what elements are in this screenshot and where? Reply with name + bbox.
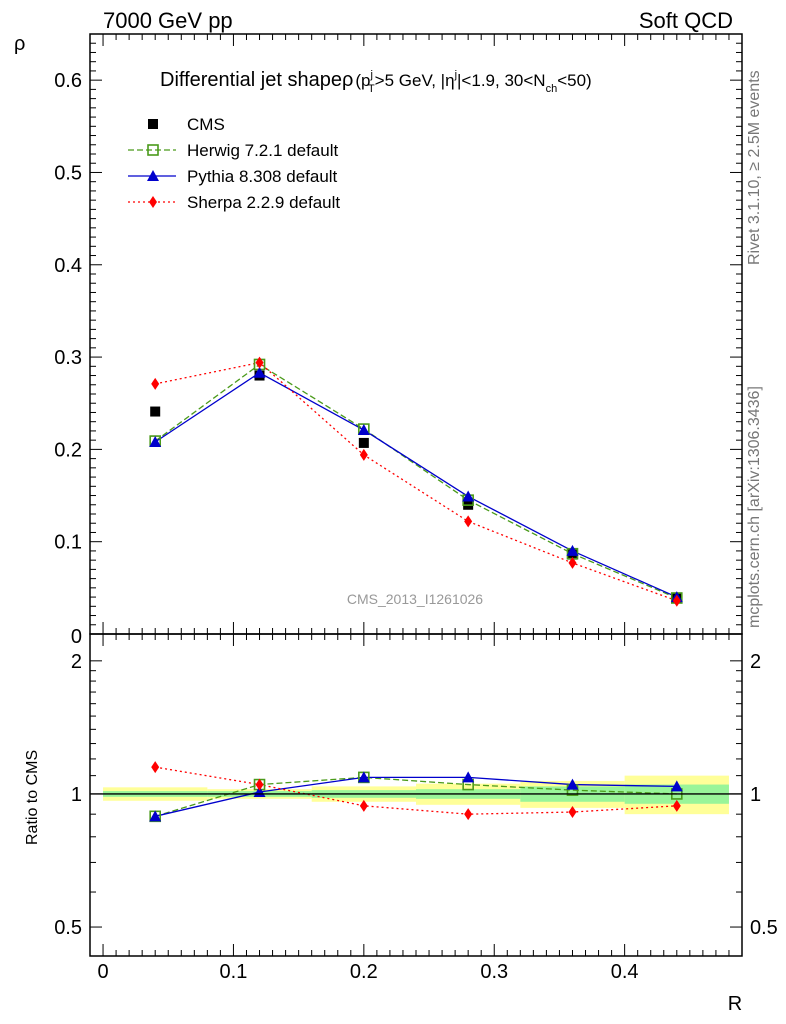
ratio-tick-label: 1	[71, 784, 82, 806]
y-tick-label: 0.1	[54, 532, 82, 554]
sherpa-point	[255, 356, 264, 369]
ratio-plot-frame	[89, 633, 743, 957]
sherpa-line	[155, 361, 678, 602]
rivet-version-label: Rivet 3.1.10, ≥ 2.5M events	[746, 70, 763, 265]
legend-marker-pythia	[147, 170, 159, 181]
x-axis-label: R	[728, 993, 742, 1015]
mcplots-label: mcplots.cern.ch [arXiv:1306.3436]	[746, 386, 763, 628]
cms-point	[358, 437, 369, 448]
pythia-ratio-point	[462, 771, 475, 783]
sherpa-point	[464, 515, 473, 528]
pythia-ratio-point	[149, 810, 162, 822]
ratio-tick-label: 2	[71, 651, 82, 673]
ratio-tick-label-right: 2	[750, 651, 761, 673]
sherpa-ratio-point	[464, 808, 473, 821]
cms-point	[150, 406, 161, 417]
legend-marker-cms	[148, 119, 158, 129]
pythia-ratio-point	[670, 780, 683, 792]
herwig-line	[154, 363, 678, 599]
pythia-ratio-point	[357, 771, 370, 783]
x-tick-label: 0.2	[350, 961, 378, 983]
sherpa-ratio-point	[359, 799, 368, 812]
y-tick-label: 0	[71, 626, 82, 648]
sherpa-ratio-point	[255, 778, 264, 791]
ratio-tick-label-right: 1	[750, 784, 761, 806]
legend-marker-sherpa	[149, 196, 157, 208]
pythia-point	[253, 366, 266, 378]
x-tick-label: 0.1	[220, 961, 248, 983]
legend-marker-herwig	[147, 144, 159, 156]
ratio-tick-label-right: 0.5	[750, 917, 778, 939]
sherpa-point	[568, 556, 577, 569]
pythia-point	[566, 544, 579, 556]
pythia-ratio-point	[566, 778, 579, 790]
legend-label-cms: CMS	[187, 115, 225, 134]
sherpa-point	[672, 594, 681, 607]
series-markers	[149, 356, 683, 823]
y-tick-label: 0.3	[54, 347, 82, 369]
ratio-y-axis-label: Ratio to CMS	[24, 750, 41, 845]
series-lines	[154, 361, 678, 817]
sherpa-point	[359, 448, 368, 461]
legend-label-pythia: Pythia 8.308 default	[187, 167, 338, 186]
y-tick-label: 0.5	[54, 162, 82, 184]
y-tick-label: 0.2	[54, 439, 82, 461]
x-tick-label: 0.4	[611, 961, 639, 983]
plot-frames	[89, 33, 743, 957]
sherpa-ratio-point	[672, 799, 681, 812]
x-tick-label: 0	[97, 961, 108, 983]
header-left: 7000 GeV pp	[103, 8, 233, 33]
sherpa-ratio-point	[568, 806, 577, 819]
pythia-point	[149, 436, 162, 447]
chart-title: Differential jet shapeρ (pj T>5 GeV, |ηj|<…	[160, 69, 592, 95]
pythia-ratio-line	[155, 776, 677, 817]
legend: CMS Herwig 7.2.1 default Pythia 8.308 defa…	[128, 115, 340, 212]
pythia-point	[357, 424, 370, 435]
axis-ticks: 0 0.1 0.2 0.3 0.4 0.1 0.2 0.3 0.4 0.5 0.6 0 0.5 0.5 1 1…	[54, 33, 778, 983]
herwig-ratio-line	[155, 776, 677, 817]
y-tick-label: 0.4	[54, 255, 82, 277]
x-tick-label: 0.3	[480, 961, 508, 983]
y-axis-label: ρ	[14, 33, 25, 55]
ratio-tick-label: 0.5	[54, 917, 82, 939]
pythia-point	[462, 490, 475, 502]
sherpa-ratio-point	[151, 761, 160, 774]
pythia-line	[154, 372, 678, 598]
legend-label-sherpa: Sherpa 2.2.9 default	[187, 193, 340, 212]
header-right: Soft QCD	[639, 8, 733, 33]
legend-label-herwig: Herwig 7.2.1 default	[187, 141, 338, 160]
y-tick-label: 0.6	[54, 70, 82, 92]
analysis-watermark: CMS_2013_I1261026	[347, 591, 483, 607]
sherpa-point	[151, 377, 160, 390]
